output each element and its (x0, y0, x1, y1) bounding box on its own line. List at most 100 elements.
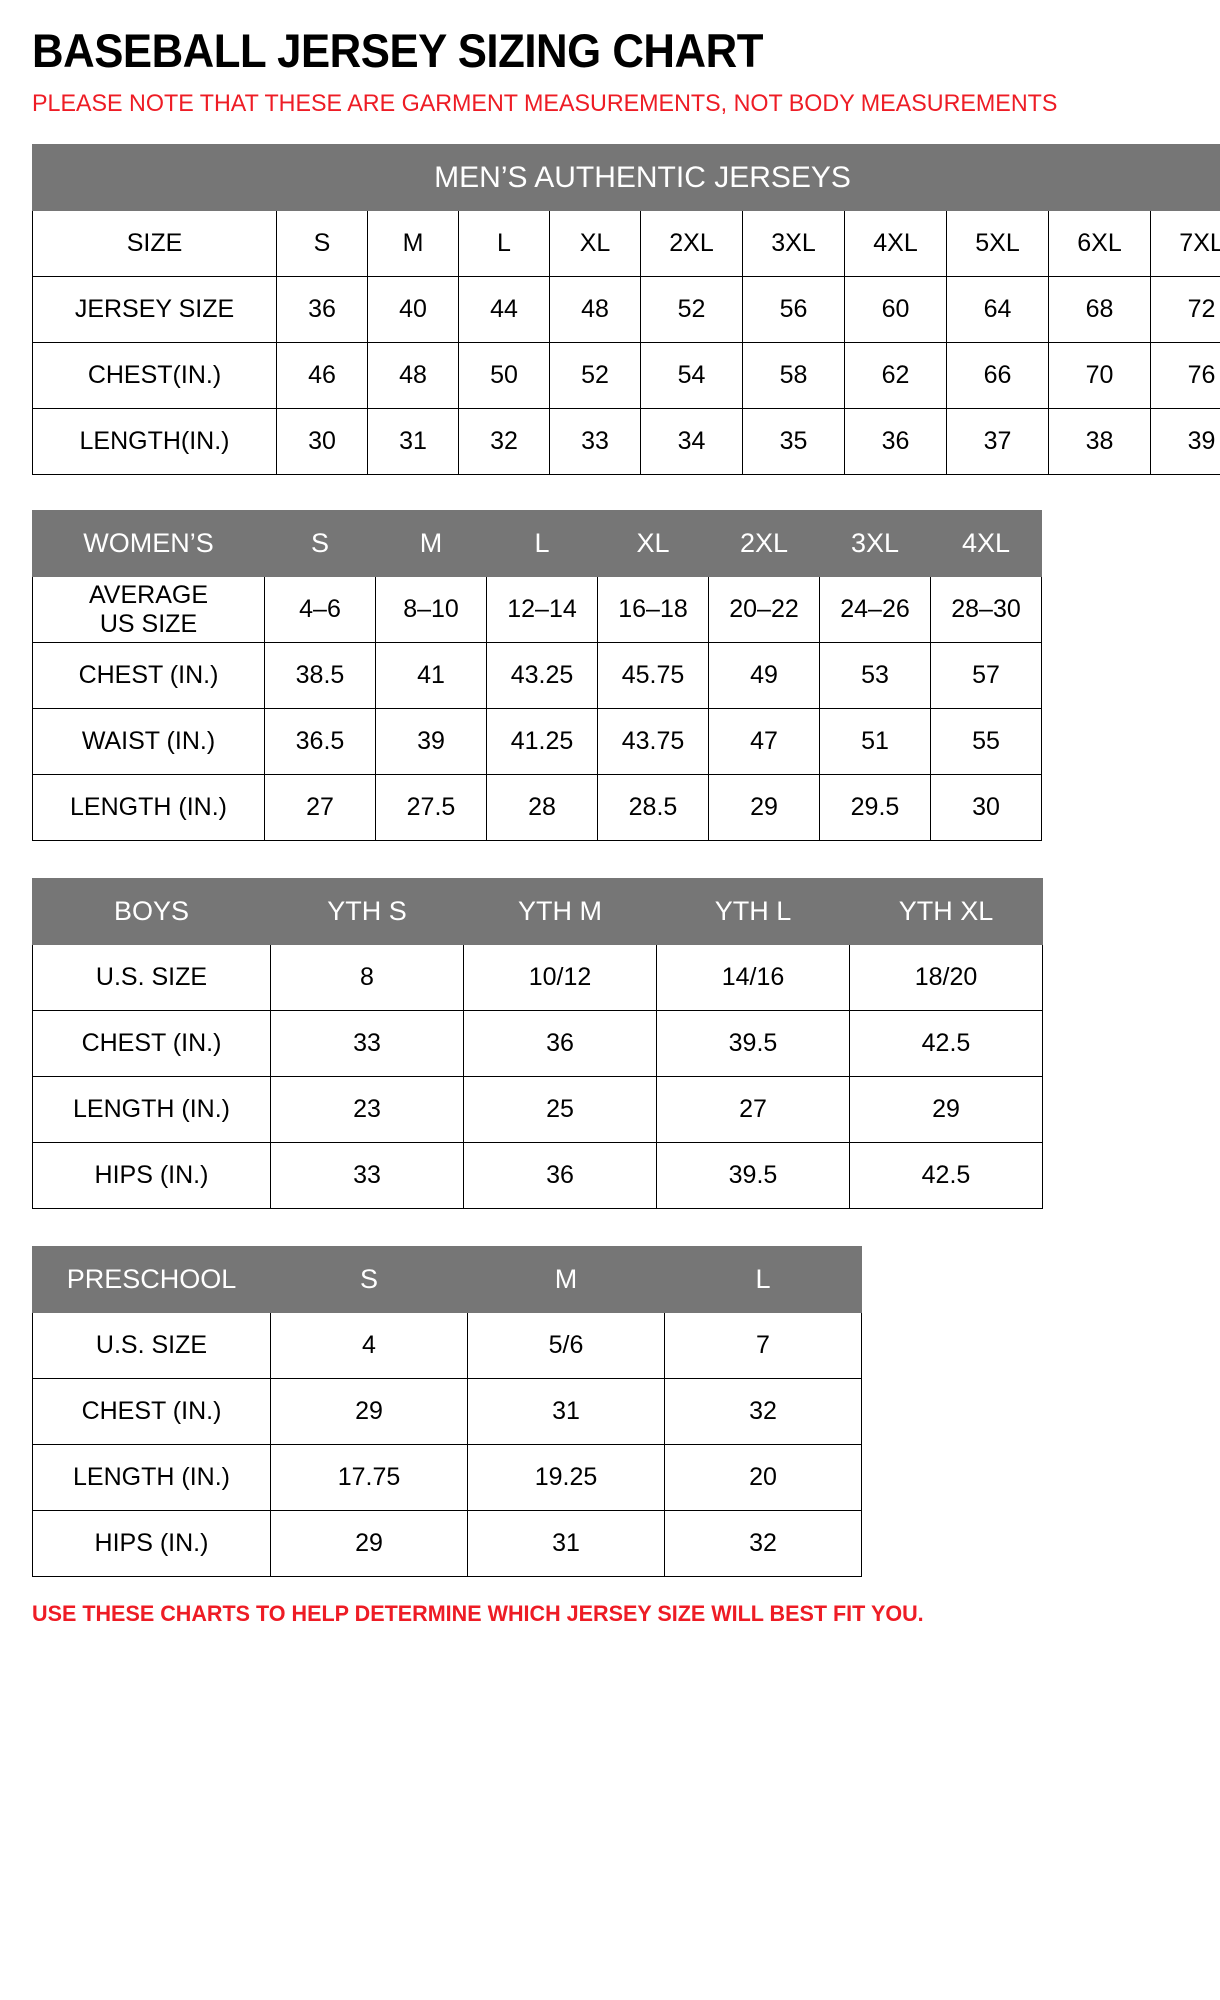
page-title: BASEBALL JERSEY SIZING CHART (32, 26, 1107, 75)
mens-cell: 30 (277, 409, 368, 475)
mens-col-header: L (459, 211, 550, 277)
mens-cell: 34 (641, 409, 743, 475)
preschool-row-label: U.S. SIZE (33, 1313, 271, 1379)
womens-col-header: 4XL (931, 511, 1042, 577)
preschool-header-row: PRESCHOOL S M L (33, 1247, 862, 1313)
boys-cell: 18/20 (850, 945, 1043, 1011)
womens-cell: 57 (931, 643, 1042, 709)
womens-cell: 51 (820, 709, 931, 775)
mens-col-header: M (368, 211, 459, 277)
mens-cell: 31 (368, 409, 459, 475)
garment-measurement-note: PLEASE NOTE THAT THESE ARE GARMENT MEASU… (32, 89, 1109, 119)
boys-cell: 36 (464, 1143, 657, 1209)
boys-col-header: YTH S (271, 879, 464, 945)
mens-cell: 76 (1151, 343, 1220, 409)
table-row: LENGTH (IN.) 17.75 19.25 20 (33, 1445, 862, 1511)
boys-col-header: YTH M (464, 879, 657, 945)
preschool-cell: 19.25 (468, 1445, 665, 1511)
womens-cell: 12–14 (487, 577, 598, 643)
preschool-row-label: LENGTH (IN.) (33, 1445, 271, 1511)
mens-banner-row: MEN’S AUTHENTIC JERSEYS (33, 145, 1220, 211)
mens-cell: 44 (459, 277, 550, 343)
mens-cell: 35 (743, 409, 845, 475)
womens-cell: 20–22 (709, 577, 820, 643)
mens-cell: 54 (641, 343, 743, 409)
preschool-row-label: CHEST (IN.) (33, 1379, 271, 1445)
womens-cell: 27.5 (376, 775, 487, 841)
womens-cell: 53 (820, 643, 931, 709)
mens-cell: 60 (845, 277, 947, 343)
table-row: U.S. SIZE 4 5/6 7 (33, 1313, 862, 1379)
womens-cell: 38.5 (265, 643, 376, 709)
womens-cell: 28 (487, 775, 598, 841)
mens-cell: 72 (1151, 277, 1220, 343)
boys-cell: 8 (271, 945, 464, 1011)
womens-cell: 29.5 (820, 775, 931, 841)
mens-row-label: JERSEY SIZE (33, 277, 277, 343)
mens-cell: 52 (641, 277, 743, 343)
womens-cell: 41.25 (487, 709, 598, 775)
mens-col-header: 7XL (1151, 211, 1220, 277)
mens-row-label: LENGTH(IN.) (33, 409, 277, 475)
table-row: U.S. SIZE 8 10/12 14/16 18/20 (33, 945, 1043, 1011)
womens-cell: 49 (709, 643, 820, 709)
womens-cell: 16–18 (598, 577, 709, 643)
mens-row-label-header: SIZE (33, 211, 277, 277)
preschool-sizing-table: PRESCHOOL S M L U.S. SIZE 4 5/6 7 CHEST … (32, 1246, 862, 1577)
mens-cell: 58 (743, 343, 845, 409)
womens-col-header: XL (598, 511, 709, 577)
mens-col-header: S (277, 211, 368, 277)
preschool-cell: 7 (665, 1313, 862, 1379)
mens-cell: 56 (743, 277, 845, 343)
preschool-col-header: S (271, 1247, 468, 1313)
womens-cell: 4–6 (265, 577, 376, 643)
mens-sizing-table: MEN’S AUTHENTIC JERSEYS SIZE S M L XL 2X… (32, 144, 1220, 475)
womens-cell: 28–30 (931, 577, 1042, 643)
boys-cell: 36 (464, 1011, 657, 1077)
womens-cell: 8–10 (376, 577, 487, 643)
preschool-cell: 29 (271, 1511, 468, 1577)
womens-row-label: CHEST (IN.) (33, 643, 265, 709)
womens-cell: 43.25 (487, 643, 598, 709)
womens-row-label-header: WOMEN’S (33, 511, 265, 577)
mens-cell: 32 (459, 409, 550, 475)
womens-row-label: WAIST (IN.) (33, 709, 265, 775)
preschool-row-label: HIPS (IN.) (33, 1511, 271, 1577)
womens-header-row: WOMEN’S S M L XL 2XL 3XL 4XL (33, 511, 1042, 577)
mens-cell: 40 (368, 277, 459, 343)
boys-cell: 29 (850, 1077, 1043, 1143)
boys-col-header: YTH XL (850, 879, 1043, 945)
boys-row-label: HIPS (IN.) (33, 1143, 271, 1209)
womens-cell: 29 (709, 775, 820, 841)
table-row: LENGTH (IN.) 23 25 27 29 (33, 1077, 1043, 1143)
mens-col-header: 5XL (947, 211, 1049, 277)
preschool-cell: 17.75 (271, 1445, 468, 1511)
mens-cell: 37 (947, 409, 1049, 475)
womens-cell: 43.75 (598, 709, 709, 775)
mens-cell: 64 (947, 277, 1049, 343)
preschool-row-label-header: PRESCHOOL (33, 1247, 271, 1313)
womens-cell: 30 (931, 775, 1042, 841)
mens-cell: 46 (277, 343, 368, 409)
womens-row-label-line1: AVERAGE (89, 581, 208, 609)
womens-cell: 55 (931, 709, 1042, 775)
mens-cell: 50 (459, 343, 550, 409)
boys-cell: 33 (271, 1011, 464, 1077)
mens-cell: 36 (277, 277, 368, 343)
preschool-cell: 5/6 (468, 1313, 665, 1379)
womens-col-header: L (487, 511, 598, 577)
womens-cell: 47 (709, 709, 820, 775)
womens-col-header: 3XL (820, 511, 931, 577)
womens-row-label: LENGTH (IN.) (33, 775, 265, 841)
preschool-cell: 29 (271, 1379, 468, 1445)
womens-cell: 27 (265, 775, 376, 841)
boys-cell: 23 (271, 1077, 464, 1143)
table-row: HIPS (IN.) 33 36 39.5 42.5 (33, 1143, 1043, 1209)
preschool-cell: 31 (468, 1379, 665, 1445)
boys-col-header: YTH L (657, 879, 850, 945)
womens-col-header: 2XL (709, 511, 820, 577)
womens-col-header: S (265, 511, 376, 577)
mens-cell: 38 (1049, 409, 1151, 475)
womens-cell: 39 (376, 709, 487, 775)
table-row: AVERAGE US SIZE 4–6 8–10 12–14 16–18 20–… (33, 577, 1042, 643)
